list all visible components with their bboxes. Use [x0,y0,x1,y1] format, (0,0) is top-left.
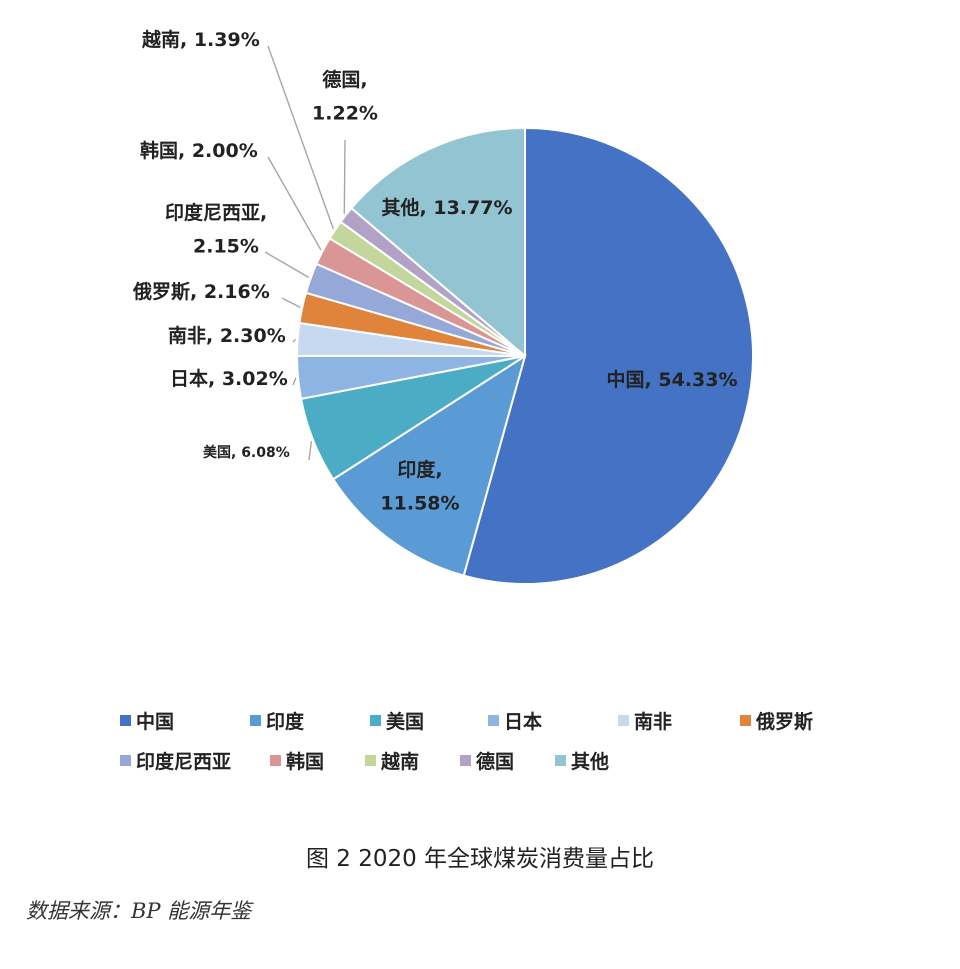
legend-swatch [370,714,381,726]
legend-item-11: 其他 [555,747,655,774]
legend-swatch [120,754,131,766]
data-label-5: 南非, 2.30% [168,325,286,347]
legend-label: 日本 [504,710,543,733]
legend-label: 其他 [571,750,610,773]
data-label-10: 德国, 1.22% [312,68,378,124]
legend-item-7: 印度尼西亚 [120,747,270,774]
legend-item-10: 德国 [460,747,555,774]
legend-label: 俄罗斯 [756,710,814,733]
figure-caption: 图 2 2020 年全球煤炭消费量占比 [305,846,655,872]
legend-label: 中国 [136,710,175,733]
leader-line-5 [292,338,297,343]
leader-line-4 [292,377,297,386]
data-label-11: 其他, 13.77% [382,196,513,219]
legend-item-9: 越南 [365,747,460,774]
leader-line-8 [267,156,322,251]
legend-item-6: 俄罗斯 [740,707,860,734]
legend: 中国 印度 美国 日本 南非 俄罗斯 印度尼西亚 韩国 越南 德国 其他 [120,700,940,780]
data-label-8: 韩国, 2.00% [140,139,258,162]
legend-label: 印度 [266,710,305,733]
legend-swatch [365,754,376,766]
legend-item-8: 韩国 [270,747,365,774]
legend-item-3: 美国 [370,707,488,734]
data-label-4: 日本, 3.02% [170,367,288,390]
legend-item-2: 印度 [250,707,370,734]
legend-swatch [740,714,751,726]
legend-swatch [488,714,499,726]
legend-label: 韩国 [286,750,325,773]
legend-swatch [460,754,471,766]
legend-item-5: 南非 [618,707,740,734]
legend-label: 美国 [386,710,425,733]
leader-line-10 [343,139,346,214]
data-label-7: 印度尼西亚, 2.15% [165,201,267,257]
data-source-note: 数据来源：BP 能源年鉴 [26,899,252,923]
data-label-3: 美国, 6.08% [203,444,290,461]
legend-label: 南非 [634,710,673,733]
legend-label: 德国 [476,750,515,773]
data-label-6: 俄罗斯, 2.16% [132,280,270,303]
legend-label: 印度尼西亚 [136,750,232,773]
pie-slice-2 [331,353,527,577]
legend-item-4: 日本 [488,707,618,734]
legend-swatch [270,754,281,766]
pie-slice-1 [462,126,754,585]
leader-line-9 [267,45,334,230]
legend-swatch [250,714,261,726]
legend-label: 越南 [381,750,420,773]
leader-line-7 [264,251,310,279]
leader-line-6 [281,297,301,309]
legend-item-1: 中国 [120,707,250,734]
legend-swatch [618,714,629,726]
pie-chart: 中国, 54.33% 印度, 11.58% 美国, 6.08% 日本, 3.02% 南非,… [132,28,754,585]
data-label-1: 中国, 54.33% [607,368,738,391]
legend-swatch [555,754,566,766]
legend-swatch [120,714,131,726]
data-label-9: 越南, 1.39% [141,28,260,51]
pie-slice-11 [350,126,526,359]
leader-line-3 [308,441,313,461]
data-label-2: 印度, 11.58% [380,458,459,514]
